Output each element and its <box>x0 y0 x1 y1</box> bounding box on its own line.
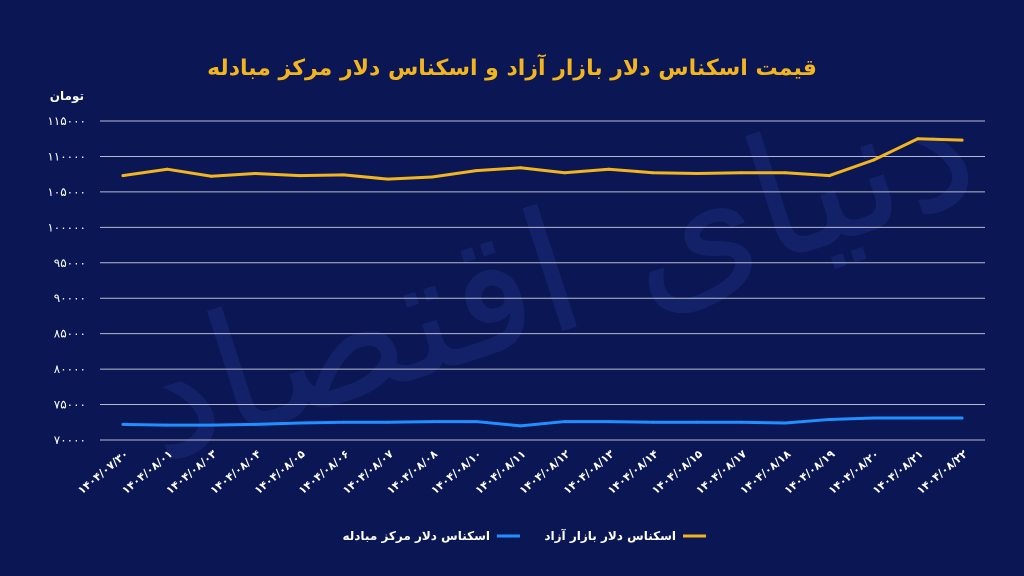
data-point <box>695 171 699 175</box>
data-point <box>386 177 390 181</box>
y-tick-label: ۹۰۰۰۰ <box>54 291 86 305</box>
data-point <box>165 167 169 171</box>
y-tick-label: ۱۰۰۰۰۰ <box>47 220 86 234</box>
y-tick-label: ۷۰۰۰۰ <box>54 433 86 447</box>
data-point <box>253 422 257 426</box>
data-point <box>739 171 743 175</box>
data-point <box>960 138 964 142</box>
data-point <box>651 420 655 424</box>
y-tick-label: ۷۵۰۰۰ <box>54 398 86 412</box>
data-point <box>783 421 787 425</box>
y-tick-label: ۱۰۵۰۰۰ <box>47 185 86 199</box>
data-point <box>430 175 434 179</box>
watermark: دنیای اقتصاد <box>111 45 998 502</box>
series-lines <box>121 137 964 428</box>
data-point <box>695 420 699 424</box>
y-tick-label: ۹۵۰۰۰ <box>54 256 86 270</box>
y-tick-label: ۱۱۵۰۰۰ <box>47 114 86 128</box>
y-tick-label: ۱۱۰۰۰۰ <box>47 149 86 163</box>
data-point <box>209 423 213 427</box>
y-tick-label: ۸۰۰۰۰ <box>54 362 86 376</box>
data-point <box>607 167 611 171</box>
legend-label: اسکناس دلار مرکز مبادله <box>342 529 490 543</box>
data-point <box>563 420 567 424</box>
data-point <box>872 416 876 420</box>
data-point <box>474 169 478 173</box>
data-point <box>518 166 522 170</box>
series-line-1 <box>121 416 964 428</box>
data-point <box>960 416 964 420</box>
data-point <box>474 420 478 424</box>
data-point <box>121 422 125 426</box>
y-unit-label: تومان <box>50 89 84 104</box>
data-point <box>916 137 920 141</box>
gridlines <box>100 120 985 441</box>
series-line-0 <box>121 137 964 181</box>
data-point <box>739 420 743 424</box>
data-point <box>165 423 169 427</box>
data-point <box>298 421 302 425</box>
data-point <box>651 171 655 175</box>
y-axis-ticks: ۷۰۰۰۰ ۷۵۰۰۰ ۸۰۰۰۰ ۸۵۰۰۰ ۹۰۰۰۰ ۹۵۰۰۰ ۱۰۰۰۰۰ ۱۰۵۰… <box>47 114 86 447</box>
data-point <box>563 171 567 175</box>
data-point <box>209 174 213 178</box>
data-point <box>298 174 302 178</box>
data-point <box>916 416 920 420</box>
y-tick-label: ۸۵۰۰۰ <box>54 327 86 341</box>
data-point <box>872 158 876 162</box>
legend: اسکناس دلار بازار آزاد اسکناس دلار مرکز م… <box>342 528 706 543</box>
data-point <box>342 173 346 177</box>
data-point <box>253 171 257 175</box>
data-point <box>828 417 832 421</box>
data-point <box>430 420 434 424</box>
data-point <box>386 420 390 424</box>
data-point <box>607 420 611 424</box>
data-point <box>342 420 346 424</box>
data-point <box>518 424 522 428</box>
legend-label: اسکناس دلار بازار آزاد <box>544 528 676 543</box>
data-point <box>121 174 125 178</box>
data-point <box>783 171 787 175</box>
data-point <box>828 174 832 178</box>
chart-title: قیمت اسکناس دلار بازار آزاد و اسکناس دلا… <box>207 53 817 81</box>
